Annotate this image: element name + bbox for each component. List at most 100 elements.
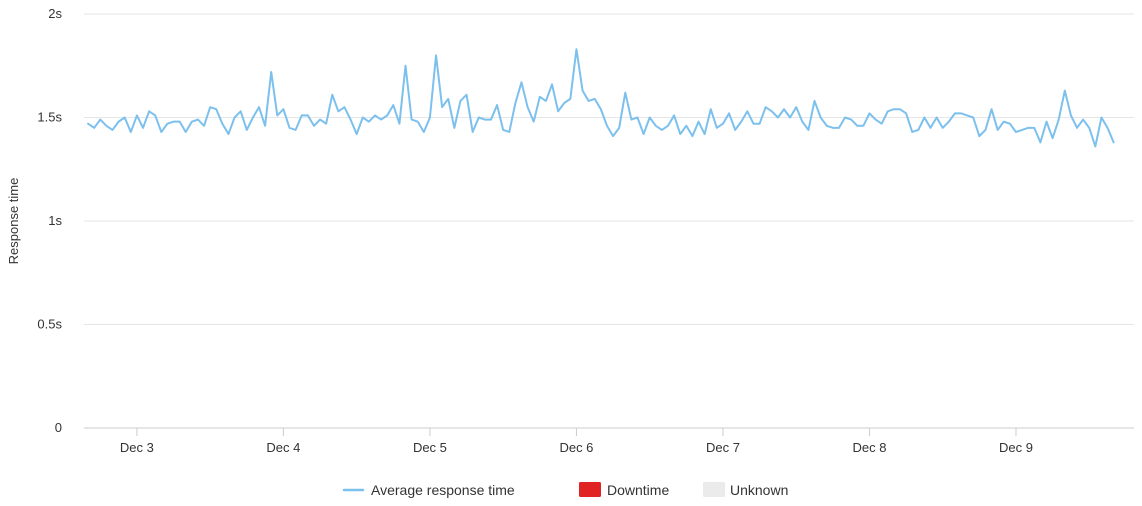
data-point[interactable] <box>421 129 426 134</box>
data-point[interactable] <box>562 101 567 106</box>
data-point[interactable] <box>519 80 524 85</box>
data-point[interactable] <box>342 105 347 110</box>
data-point[interactable] <box>1075 125 1080 130</box>
data-point[interactable] <box>269 69 274 74</box>
data-point[interactable] <box>782 107 787 112</box>
data-point[interactable] <box>678 132 683 137</box>
data-point[interactable] <box>177 119 182 124</box>
data-point[interactable] <box>1068 113 1073 118</box>
data-point[interactable] <box>733 127 738 132</box>
data-point[interactable] <box>195 117 200 122</box>
data-point[interactable] <box>897 107 902 112</box>
data-point[interactable] <box>873 117 878 122</box>
data-point[interactable] <box>159 129 164 134</box>
data-point[interactable] <box>244 127 249 132</box>
data-point[interactable] <box>702 132 707 137</box>
data-point[interactable] <box>1044 119 1049 124</box>
data-point[interactable] <box>867 111 872 116</box>
data-point[interactable] <box>415 119 420 124</box>
data-point[interactable] <box>250 115 255 120</box>
data-point[interactable] <box>794 105 799 110</box>
data-point[interactable] <box>1056 117 1061 122</box>
data-point[interactable] <box>263 123 268 128</box>
data-point[interactable] <box>165 121 170 126</box>
data-point[interactable] <box>1020 127 1025 132</box>
data-point[interactable] <box>366 119 371 124</box>
data-point[interactable] <box>324 121 329 126</box>
data-point[interactable] <box>1111 140 1116 145</box>
data-point[interactable] <box>696 119 701 124</box>
data-point[interactable] <box>537 94 542 99</box>
data-point[interactable] <box>983 127 988 132</box>
data-point[interactable] <box>714 125 719 130</box>
data-point[interactable] <box>397 121 402 126</box>
data-point[interactable] <box>580 88 585 93</box>
data-point[interactable] <box>122 115 127 120</box>
data-point[interactable] <box>275 113 280 118</box>
data-point[interactable] <box>434 53 439 58</box>
data-point[interactable] <box>458 98 463 103</box>
data-point[interactable] <box>971 115 976 120</box>
data-point[interactable] <box>629 117 634 122</box>
data-point[interactable] <box>806 127 811 132</box>
data-point[interactable] <box>330 92 335 97</box>
data-point[interactable] <box>965 113 970 118</box>
data-point[interactable] <box>550 82 555 87</box>
data-point[interactable] <box>684 123 689 128</box>
data-point[interactable] <box>727 111 732 116</box>
data-point[interactable] <box>818 115 823 120</box>
data-point[interactable] <box>525 105 530 110</box>
data-point[interactable] <box>617 125 622 130</box>
data-point[interactable] <box>1062 88 1067 93</box>
data-point[interactable] <box>214 107 219 112</box>
data-point[interactable] <box>531 119 536 124</box>
data-point[interactable] <box>470 129 475 134</box>
data-point[interactable] <box>86 121 91 126</box>
data-point[interactable] <box>141 125 146 130</box>
data-point[interactable] <box>647 115 652 120</box>
data-point[interactable] <box>1087 125 1092 130</box>
data-point[interactable] <box>946 119 951 124</box>
data-point[interactable] <box>208 105 213 110</box>
data-point[interactable] <box>611 134 616 139</box>
data-point[interactable] <box>928 125 933 130</box>
data-point[interactable] <box>1032 125 1037 130</box>
data-point[interactable] <box>488 117 493 122</box>
data-point[interactable] <box>922 115 927 120</box>
data-point[interactable] <box>202 123 207 128</box>
data-point[interactable] <box>1001 119 1006 124</box>
data-point[interactable] <box>183 129 188 134</box>
data-point[interactable] <box>513 101 518 106</box>
data-point[interactable] <box>879 121 884 126</box>
data-point[interactable] <box>641 132 646 137</box>
data-point[interactable] <box>464 92 469 97</box>
data-point[interactable] <box>543 98 548 103</box>
data-point[interactable] <box>299 113 304 118</box>
data-point[interactable] <box>574 47 579 52</box>
data-point[interactable] <box>812 98 817 103</box>
data-point[interactable] <box>379 117 384 122</box>
data-point[interactable] <box>916 127 921 132</box>
data-point[interactable] <box>348 117 353 122</box>
data-point[interactable] <box>403 63 408 68</box>
data-point[interactable] <box>952 111 957 116</box>
data-point[interactable] <box>354 132 359 137</box>
data-point[interactable] <box>763 105 768 110</box>
data-point[interactable] <box>134 113 139 118</box>
data-point[interactable] <box>830 125 835 130</box>
data-point[interactable] <box>452 125 457 130</box>
data-point[interactable] <box>1007 121 1012 126</box>
data-point[interactable] <box>690 134 695 139</box>
data-point[interactable] <box>995 127 1000 132</box>
data-point[interactable] <box>110 127 115 132</box>
legend-item-average-response-time[interactable]: Average response time <box>342 482 515 498</box>
data-point[interactable] <box>92 125 97 130</box>
data-point[interactable] <box>751 121 756 126</box>
data-point[interactable] <box>604 123 609 128</box>
data-point[interactable] <box>592 96 597 101</box>
data-point[interactable] <box>1105 125 1110 130</box>
data-point[interactable] <box>891 107 896 112</box>
data-point[interactable] <box>855 123 860 128</box>
data-point[interactable] <box>1099 115 1104 120</box>
data-point[interactable] <box>427 115 432 120</box>
